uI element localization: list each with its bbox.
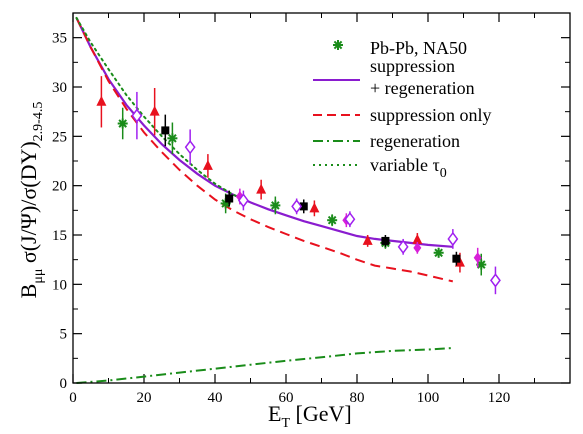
legend-entry-suponly: suppression only — [313, 105, 492, 125]
star-stroke — [476, 260, 486, 269]
legend-label-vartau: variable τ0 — [370, 155, 447, 181]
data-point-violet-open-diamonds — [397, 239, 409, 255]
data-point-violet-open-diamonds — [131, 108, 143, 123]
data-point-black-squares — [381, 236, 390, 245]
star-stroke — [327, 215, 337, 225]
x-tick-label: 20 — [137, 390, 152, 406]
data-point-pb-pb-na50 — [327, 215, 338, 226]
x-tick-label: 120 — [488, 390, 511, 406]
data-point-pb-pb-na50 — [117, 118, 128, 129]
y-axis-title-b: B — [16, 284, 41, 299]
axis-ticks — [72, 13, 570, 384]
data-point-black-squares — [161, 126, 170, 135]
data-point-violet-open-diamonds — [291, 199, 303, 214]
data-point-red-triangles — [412, 233, 423, 244]
legend-label-na50: Pb-Pb, NA50 — [370, 38, 467, 58]
data-point-pb-pb-na50 — [433, 247, 444, 258]
star-stroke — [434, 248, 443, 258]
x-tick-label: 0 — [69, 390, 77, 406]
x-axis-title-rest: [GeV] — [290, 401, 352, 426]
legend-label-supreg: suppression — [370, 56, 455, 76]
data-point-red-triangles — [256, 183, 267, 194]
legend-star — [333, 40, 343, 50]
data-point-violet-open-diamonds — [490, 273, 501, 288]
plot-frame — [72, 12, 571, 384]
curve-regeneration — [76, 347, 453, 384]
legend-label-vartau-main: variable τ — [370, 155, 440, 175]
data-point-red-triangles — [362, 234, 373, 245]
legend-entry-supreg: suppression + regeneration — [313, 56, 475, 98]
curve-variable-tau0 — [75, 16, 252, 204]
data-point-violet-open-diamonds — [184, 139, 196, 155]
series-violet-open-diamonds — [131, 91, 501, 295]
y-tick-label: 10 — [52, 277, 67, 293]
star-stroke — [333, 40, 343, 50]
y-axis-title-b-sub: μμ — [31, 269, 46, 284]
y-tick-label: 30 — [52, 80, 67, 96]
x-tick-label: 80 — [350, 390, 365, 406]
y-tick-label: 15 — [52, 228, 67, 244]
y-tick-label: 5 — [60, 327, 68, 343]
curve-suppression-only — [75, 17, 454, 283]
data-point-violet-open-diamonds — [344, 211, 356, 227]
star-stroke — [168, 133, 177, 143]
data-point-black-squares — [452, 254, 461, 263]
data-point-violet-open-diamonds — [237, 193, 249, 208]
legend-label-regen: regeneration — [370, 131, 460, 151]
data-point-pb-pb-na50 — [270, 200, 281, 211]
data-point-magenta-diamonds — [473, 252, 482, 264]
legend-entry-vartau: variable τ0 — [313, 155, 447, 181]
y-axis-title: Bμμ σ(J/Ψ)/σ(DY)2.9-4.5 — [16, 102, 46, 299]
data-point-red-triangles — [149, 105, 160, 116]
legend-entry-regen: regeneration — [313, 131, 460, 151]
x-axis-title-sub: T — [281, 416, 290, 431]
data-point-pb-pb-na50 — [167, 133, 178, 144]
x-tick-label: 60 — [279, 390, 294, 406]
legend-entry-na50: Pb-Pb, NA50 — [333, 38, 467, 58]
x-axis-title: ET [GeV] — [268, 401, 352, 431]
tick-labels: 0 20 40 60 80 100 120 0 5 10 15 20 25 30 35 — [52, 31, 510, 406]
y-tick-label: 20 — [52, 179, 67, 195]
x-tick-label: 40 — [208, 390, 223, 406]
data-points — [96, 76, 501, 295]
data-point-black-squares — [299, 202, 308, 211]
legend-star-marker — [333, 40, 343, 50]
legend: Pb-Pb, NA50 suppression + regeneration s… — [313, 38, 492, 181]
data-point-violet-open-diamonds — [447, 231, 459, 247]
series-pb-pb-na50 — [117, 107, 487, 276]
data-point-red-triangles — [96, 95, 107, 106]
y-tick-label: 25 — [52, 129, 67, 145]
star-stroke — [118, 119, 128, 128]
legend-label-suponly: suppression only — [370, 105, 492, 125]
data-point-magenta-diamonds — [413, 242, 422, 254]
legend-label-supreg-line2: + regeneration — [370, 78, 475, 98]
data-point-red-triangles — [202, 159, 213, 170]
star-stroke — [271, 201, 280, 210]
y-axis-title-body-sub: 2.9-4.5 — [31, 102, 46, 142]
y-tick-label: 0 — [60, 376, 68, 392]
legend-label-vartau-sub: 0 — [440, 166, 447, 181]
x-tick-label: 100 — [417, 390, 440, 406]
y-axis-title-body: σ(J/Ψ)/σ(DY) — [16, 141, 41, 268]
data-point-red-triangles — [309, 202, 320, 213]
series-black-squares — [161, 114, 461, 266]
y-tick-label: 35 — [52, 31, 67, 47]
x-axis-title-main: E — [268, 401, 281, 426]
data-point-black-squares — [225, 194, 234, 203]
